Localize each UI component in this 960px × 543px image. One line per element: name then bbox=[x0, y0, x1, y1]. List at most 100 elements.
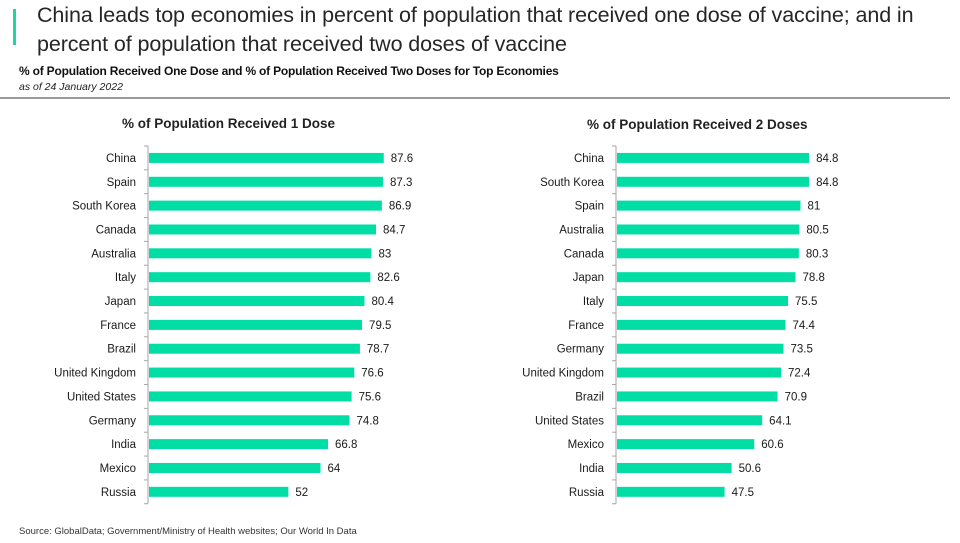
dose1-bar bbox=[149, 319, 363, 330]
dose2-category-label: Russia bbox=[569, 487, 605, 499]
dose1-value-label: 52 bbox=[295, 487, 308, 499]
dose1-bar bbox=[149, 486, 289, 497]
dose2-bar bbox=[617, 224, 800, 235]
dose2-bar bbox=[617, 391, 778, 402]
dose1-value-label: 78.7 bbox=[367, 344, 389, 356]
dose1-value-label: 66.8 bbox=[335, 439, 357, 451]
dose2-bar bbox=[617, 343, 784, 354]
dose1-value-label: 87.6 bbox=[391, 153, 413, 165]
dose1-bar bbox=[149, 152, 384, 163]
dose2-category-label: India bbox=[579, 463, 605, 475]
dose2-bar bbox=[617, 319, 786, 330]
dose1-bar bbox=[149, 296, 365, 307]
dose1-category-label: United Kingdom bbox=[54, 368, 136, 380]
dose2-category-label: Italy bbox=[583, 296, 604, 308]
dose1-bar bbox=[149, 462, 321, 473]
dose1-bar bbox=[149, 272, 371, 283]
dose1-bar bbox=[149, 176, 383, 187]
dose1-value-label: 84.7 bbox=[383, 224, 405, 236]
dose2-category-label: United Kingdom bbox=[522, 368, 604, 380]
dose2-category-label: Japan bbox=[573, 272, 604, 284]
as-of-date: as of 24 January 2022 bbox=[19, 81, 123, 93]
dose1-value-label: 79.5 bbox=[369, 320, 391, 332]
dose1-category-label: Germany bbox=[89, 415, 137, 427]
dose2-bar bbox=[617, 296, 789, 307]
dose2-bar bbox=[617, 367, 781, 378]
dose1-category-label: Russia bbox=[101, 487, 137, 499]
dose1-category-label: Japan bbox=[105, 296, 136, 308]
dose2-value-label: 78.8 bbox=[802, 272, 824, 284]
dose2-category-label: France bbox=[568, 320, 604, 332]
chart-one-dose: China 87.6 Spain 87.3 South Korea 86.9 Canada 8… bbox=[54, 145, 413, 505]
page-headline: China leads top economies in percent of … bbox=[37, 3, 914, 56]
dose2-bar bbox=[617, 152, 810, 163]
source-note: Source: GlobalData; Government/Ministry … bbox=[19, 526, 357, 537]
figure-subtitle: % of Population Received One Dose and % … bbox=[19, 64, 559, 78]
dose1-value-label: 80.4 bbox=[371, 296, 394, 308]
chart-two-doses: China 84.8 South Korea 84.8 Spain 81 Australia… bbox=[522, 145, 838, 505]
dose2-value-label: 47.5 bbox=[732, 487, 754, 499]
dose1-bar bbox=[149, 248, 372, 259]
headline-accent-bar bbox=[13, 9, 16, 45]
dose2-bar bbox=[617, 462, 732, 473]
header-divider bbox=[0, 97, 950, 99]
dose1-category-label: India bbox=[111, 439, 137, 451]
dose2-bar bbox=[617, 248, 799, 259]
dose1-category-label: South Korea bbox=[72, 201, 137, 213]
dose1-category-label: Italy bbox=[115, 272, 136, 284]
dose1-bar bbox=[149, 367, 355, 378]
dose2-value-label: 74.4 bbox=[793, 320, 816, 332]
dose1-value-label: 74.8 bbox=[356, 415, 378, 427]
dose1-bar bbox=[149, 224, 376, 235]
chart-two-doses-title: % of Population Received 2 Doses bbox=[587, 117, 808, 132]
dose2-value-label: 84.8 bbox=[816, 153, 838, 165]
dose1-category-label: Spain bbox=[107, 177, 136, 189]
dose2-category-label: Canada bbox=[564, 248, 605, 260]
dose1-value-label: 86.9 bbox=[389, 201, 411, 213]
dose2-category-label: Brazil bbox=[575, 391, 604, 403]
dose1-value-label: 75.6 bbox=[359, 391, 381, 403]
dose2-bar bbox=[617, 200, 801, 211]
dose2-value-label: 80.3 bbox=[806, 248, 828, 260]
dose2-value-label: 73.5 bbox=[790, 344, 812, 356]
dose2-value-label: 84.8 bbox=[816, 177, 838, 189]
dose2-category-label: United States bbox=[535, 415, 604, 427]
dose1-category-label: Mexico bbox=[100, 463, 136, 475]
dose1-category-label: Australia bbox=[91, 248, 136, 260]
dose1-bar bbox=[149, 415, 350, 426]
dose1-bar bbox=[149, 439, 329, 450]
dose2-bar bbox=[617, 415, 763, 426]
dose1-category-label: Canada bbox=[96, 224, 137, 236]
dose2-category-label: China bbox=[574, 153, 605, 165]
dose2-value-label: 50.6 bbox=[739, 463, 761, 475]
dose1-value-label: 76.6 bbox=[361, 368, 383, 380]
dose1-bar bbox=[149, 200, 382, 211]
dose1-bar bbox=[149, 343, 360, 354]
dose2-value-label: 64.1 bbox=[769, 415, 791, 427]
dose1-category-label: China bbox=[106, 153, 137, 165]
dose2-bar bbox=[617, 439, 755, 450]
dose2-category-label: Mexico bbox=[568, 439, 604, 451]
dose2-category-label: Spain bbox=[575, 201, 604, 213]
dose2-value-label: 60.6 bbox=[761, 439, 783, 451]
dose2-value-label: 75.5 bbox=[795, 296, 817, 308]
dose2-value-label: 72.4 bbox=[788, 368, 811, 380]
dose2-value-label: 81 bbox=[807, 201, 820, 213]
dose2-category-label: Germany bbox=[557, 344, 605, 356]
dose1-value-label: 82.6 bbox=[377, 272, 399, 284]
dose1-category-label: Brazil bbox=[107, 344, 136, 356]
dose1-category-label: United States bbox=[67, 391, 136, 403]
dose2-bar bbox=[617, 272, 796, 283]
dose2-bar bbox=[617, 176, 810, 187]
dose2-bar bbox=[617, 486, 725, 497]
chart-one-dose-title: % of Population Received 1 Dose bbox=[122, 116, 336, 131]
dose1-value-label: 64 bbox=[328, 463, 341, 475]
dose2-value-label: 70.9 bbox=[785, 391, 807, 403]
dose1-value-label: 83 bbox=[378, 248, 391, 260]
dose1-bar bbox=[149, 391, 352, 402]
dose2-category-label: South Korea bbox=[540, 177, 605, 189]
dose2-value-label: 80.5 bbox=[806, 224, 828, 236]
dose2-category-label: Australia bbox=[559, 224, 604, 236]
dose1-category-label: France bbox=[100, 320, 136, 332]
